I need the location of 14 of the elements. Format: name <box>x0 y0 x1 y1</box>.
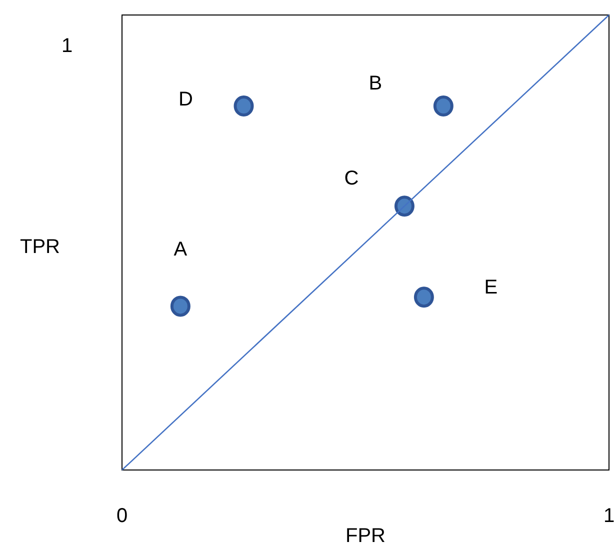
y-axis-title: TPR <box>20 236 60 258</box>
text: 1 <box>61 35 73 57</box>
point <box>433 96 454 116</box>
point <box>170 296 190 317</box>
annotation: B <box>368 72 382 94</box>
point <box>414 286 434 308</box>
annotation: E <box>484 276 498 298</box>
x-tick-label: 0 <box>116 505 128 527</box>
annotation: D <box>178 88 193 110</box>
annotation: A <box>174 238 188 260</box>
x-axis-title: FPR <box>346 525 386 545</box>
point <box>394 196 414 217</box>
point <box>234 96 254 116</box>
annotation: C <box>344 167 359 190</box>
